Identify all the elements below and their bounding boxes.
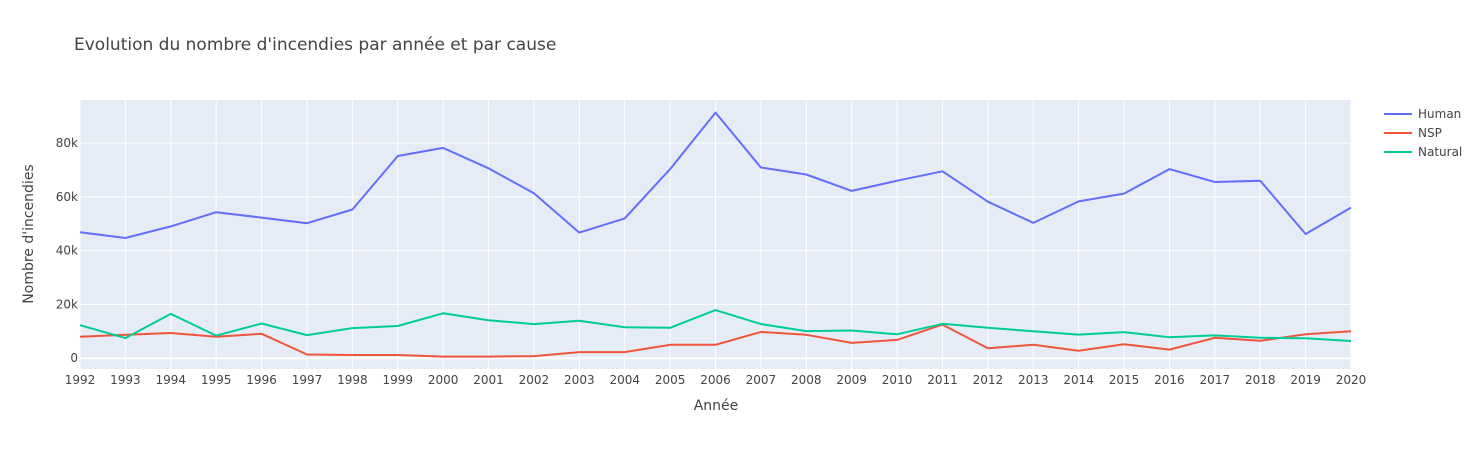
series-line-human	[79, 111, 1352, 239]
x-tick-label: 2015	[1109, 373, 1140, 387]
legend-label: Natural	[1418, 145, 1462, 159]
legend-label: Human	[1418, 107, 1461, 121]
x-tick-label: 1998	[337, 373, 368, 387]
x-tick-label: 2016	[1154, 373, 1185, 387]
x-tick-label: 2018	[1245, 373, 1276, 387]
x-tick-label: 2000	[428, 373, 459, 387]
x-tick-label: 2011	[927, 373, 958, 387]
legend-item-natural[interactable]: Natural	[1384, 145, 1462, 159]
y-axis-ticks: 0 20k 40k 60k 80k	[56, 136, 78, 365]
x-tick-label: 2004	[609, 373, 640, 387]
legend-item-human[interactable]: Human	[1384, 107, 1461, 121]
x-axis-title: Année	[694, 398, 739, 414]
x-tick-label: 1992	[65, 373, 96, 387]
x-tick-label: 2003	[564, 373, 595, 387]
x-tick-label: 1995	[201, 373, 232, 387]
y-axis-title: Nombre d'incendies	[21, 164, 37, 303]
x-tick-label: 2001	[473, 373, 504, 387]
x-tick-label: 2005	[655, 373, 686, 387]
legend-item-nsp[interactable]: NSP	[1384, 126, 1442, 140]
x-tick-label: 2006	[700, 373, 731, 387]
x-tick-label: 2010	[882, 373, 913, 387]
x-tick-label: 2012	[973, 373, 1004, 387]
x-tick-label: 2014	[1063, 373, 1094, 387]
x-tick-label: 2009	[836, 373, 867, 387]
x-tick-label: 2007	[746, 373, 777, 387]
x-tick-label: 2020	[1336, 373, 1367, 387]
x-tick-label: 2017	[1200, 373, 1231, 387]
x-tick-label: 1994	[156, 373, 187, 387]
chart-title: Evolution du nombre d'incendies par anné…	[74, 35, 556, 55]
x-tick-label: 1997	[292, 373, 323, 387]
x-tick-label: 1993	[110, 373, 141, 387]
x-tick-label: 2019	[1290, 373, 1321, 387]
y-tick-label: 80k	[56, 136, 78, 150]
series-lines	[79, 111, 1352, 358]
x-tick-label: 1996	[246, 373, 277, 387]
y-tick-label: 40k	[56, 244, 78, 258]
x-axis-ticks: 1992 1993 1994 1995 1996 1997 1998 1999 2000 2001…	[65, 373, 1367, 387]
x-tick-label: 1999	[382, 373, 413, 387]
legend-label: NSP	[1418, 126, 1442, 140]
y-tick-label: 20k	[56, 297, 78, 311]
x-tick-label: 2002	[519, 373, 550, 387]
series-line-natural	[79, 309, 1352, 342]
legend[interactable]: Human NSP Natural	[1384, 107, 1462, 159]
y-tick-label: 0	[70, 351, 78, 365]
x-tick-label: 2008	[791, 373, 822, 387]
series-line-nsp	[79, 323, 1352, 358]
x-tick-label: 2013	[1018, 373, 1049, 387]
y-tick-label: 60k	[56, 190, 78, 204]
